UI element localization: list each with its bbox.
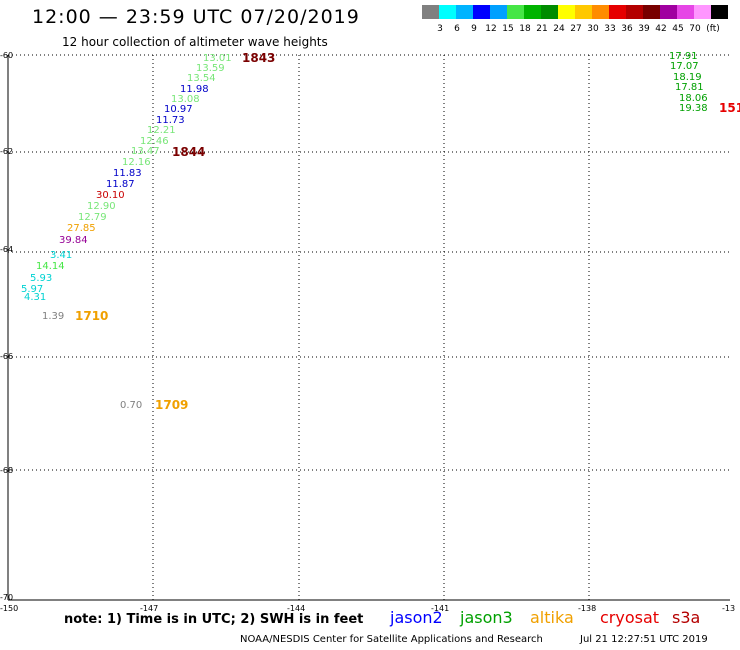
longitude-label: -138 — [578, 604, 597, 613]
page-title: 12:00 — 23:59 UTC 07/20/2019 — [32, 6, 360, 28]
latitude-label: -66 — [0, 352, 14, 361]
pass-time-label: 1710 — [75, 309, 109, 323]
page-subtitle: 12 hour collection of altimeter wave hei… — [62, 35, 328, 49]
wave-height-value: 13.01 — [203, 53, 232, 64]
scale-swatch — [694, 5, 711, 19]
scale-swatch — [558, 5, 575, 19]
wave-height-value: 12.90 — [87, 201, 116, 212]
scale-label: 33 — [604, 24, 616, 34]
scale-label: 45 — [672, 24, 684, 34]
scale-label: 18 — [519, 24, 531, 34]
scale-swatch — [643, 5, 660, 19]
scale-label: 39 — [638, 24, 650, 34]
wave-height-value: 12.79 — [78, 212, 107, 223]
wave-height-value: 10.97 — [164, 104, 193, 115]
credit-text: NOAA/NESDIS Center for Satellite Applica… — [240, 634, 543, 645]
scale-label: 15 — [502, 24, 514, 34]
wave-height-value: 13.54 — [187, 73, 216, 84]
wave-height-value: 17.91 — [669, 51, 698, 62]
scale-swatch — [592, 5, 609, 19]
wave-height-value: 12.46 — [140, 136, 169, 147]
wave-height-value: 5.97 — [21, 284, 44, 295]
scale-swatch — [626, 5, 643, 19]
longitude-label: -141 — [431, 604, 450, 613]
scale-swatch — [422, 5, 439, 19]
scale-swatch — [677, 5, 694, 19]
wave-height-value: 18.06 — [679, 93, 708, 104]
scale-label: 12 — [485, 24, 497, 34]
scale-swatch — [609, 5, 626, 19]
scale-label: 9 — [471, 24, 477, 34]
wave-height-value: 19.38 — [679, 103, 708, 114]
scale-swatch — [660, 5, 677, 19]
satellite-jason2: jason2 — [390, 608, 443, 627]
scale-label: 27 — [570, 24, 582, 34]
wave-height-value: 14.14 — [36, 261, 65, 272]
scale-swatch — [490, 5, 507, 19]
pass-time-label: 151 — [719, 101, 740, 115]
generated-timestamp: Jul 21 12:27:51 UTC 2019 — [580, 634, 708, 645]
satellite-s3a: s3a — [672, 608, 701, 627]
satellite-cryosat: cryosat — [600, 608, 660, 627]
wave-height-value: 30.10 — [96, 190, 125, 201]
wave-height-value: 1.39 — [42, 311, 65, 322]
scale-swatch — [541, 5, 558, 19]
wave-height-value: 12.16 — [122, 157, 151, 168]
latitude-label: -64 — [0, 245, 14, 254]
wave-height-value: 17.81 — [675, 82, 704, 93]
pass-time-label: 1843 — [242, 51, 276, 65]
scale-label: 3 — [437, 24, 443, 34]
wave-height-value: 5.93 — [30, 273, 53, 284]
satellite-jason3: jason3 — [460, 608, 513, 627]
scale-label: 42 — [655, 24, 667, 34]
longitude-label: -147 — [140, 604, 159, 613]
longitude-label: -13 — [722, 604, 736, 613]
longitude-label: -144 — [287, 604, 306, 613]
scale-label: 6 — [454, 24, 460, 34]
scale-swatch — [456, 5, 473, 19]
scale-swatch — [711, 5, 728, 19]
wave-height-value: 0.70 — [120, 400, 143, 411]
latitude-label: -70 — [0, 593, 14, 602]
pass-time-label: 1709 — [155, 398, 189, 412]
scale-swatch — [524, 5, 541, 19]
latitude-label: -60 — [0, 51, 14, 60]
scale-label: 21 — [536, 24, 548, 34]
wave-height-value: 12.21 — [147, 125, 176, 136]
wave-height-value: 17.07 — [670, 61, 699, 72]
scale-label: 24 — [553, 24, 565, 34]
scale-label: 30 — [587, 24, 599, 34]
wave-height-value: 18.19 — [673, 72, 702, 83]
longitude-label: -150 — [0, 604, 19, 613]
pass-time-label: 1844 — [172, 145, 206, 159]
wave-height-value: 11.98 — [180, 84, 209, 95]
wave-height-value: 39.84 — [59, 235, 88, 246]
wave-height-value: 27.85 — [67, 223, 96, 234]
wave-height-value: 11.73 — [156, 115, 185, 126]
scale-label: (ft) — [706, 24, 720, 34]
wave-height-value: 13.59 — [196, 63, 225, 74]
scale-swatch — [575, 5, 592, 19]
scale-label: 36 — [621, 24, 633, 34]
latitude-label: -68 — [0, 466, 14, 475]
latitude-label: -62 — [0, 147, 14, 156]
wave-height-value: 4.31 — [24, 292, 47, 303]
scale-label: 70 — [689, 24, 701, 34]
scale-swatch — [473, 5, 490, 19]
satellite-altika: altika — [530, 608, 574, 627]
wave-height-value: 3.41 — [50, 250, 73, 261]
scale-swatch — [507, 5, 524, 19]
wave-height-value: 13.47 — [131, 146, 160, 157]
wave-height-value: 11.87 — [106, 179, 135, 190]
wave-height-value: 11.83 — [113, 168, 142, 179]
footer-note: note: 1) Time is in UTC; 2) SWH is in fe… — [64, 612, 364, 627]
scale-swatch — [439, 5, 456, 19]
wave-height-value: 13.08 — [171, 94, 200, 105]
